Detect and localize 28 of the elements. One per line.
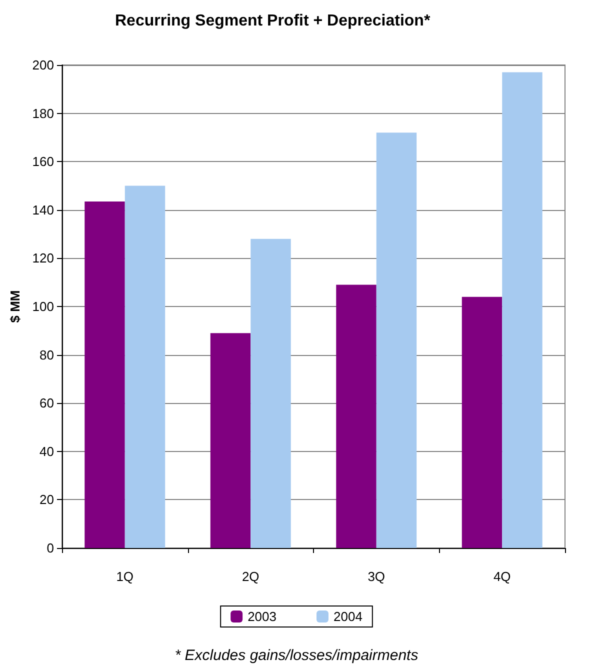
y-tick-label: 160 [32,154,54,170]
bar [210,333,251,548]
y-tick-label: 40 [40,444,54,459]
bar [376,132,417,548]
y-tick-label: 20 [40,492,54,508]
bar [250,238,291,548]
y-tick-label: 60 [40,396,54,411]
legend-label: 2003 [248,609,276,624]
y-tick-label: 120 [32,250,54,266]
y-tick-label: 100 [32,299,54,314]
y-tick-label: 140 [32,202,54,218]
y-tick-label: 200 [32,58,54,72]
bar [462,296,502,548]
legend-label: 2004 [334,609,362,624]
x-tick-label: 1Q [116,569,134,584]
y-tick-label: 180 [32,106,54,121]
x-tick-label: 2Q [242,569,260,584]
y-tick-label: 80 [40,347,54,362]
bar [84,201,125,548]
y-tick-label: 0 [46,540,54,556]
bar [124,186,166,548]
y-axis-title: $ MM [7,290,22,323]
bar [336,284,376,548]
chart-title: Recurring Segment Profit + Depreciation* [115,12,431,30]
x-tick-label: 4Q [493,569,511,584]
text: * Excludes gains/losses/impairments [174,647,419,664]
x-tick-label: 3Q [368,569,386,584]
bar [502,72,542,548]
